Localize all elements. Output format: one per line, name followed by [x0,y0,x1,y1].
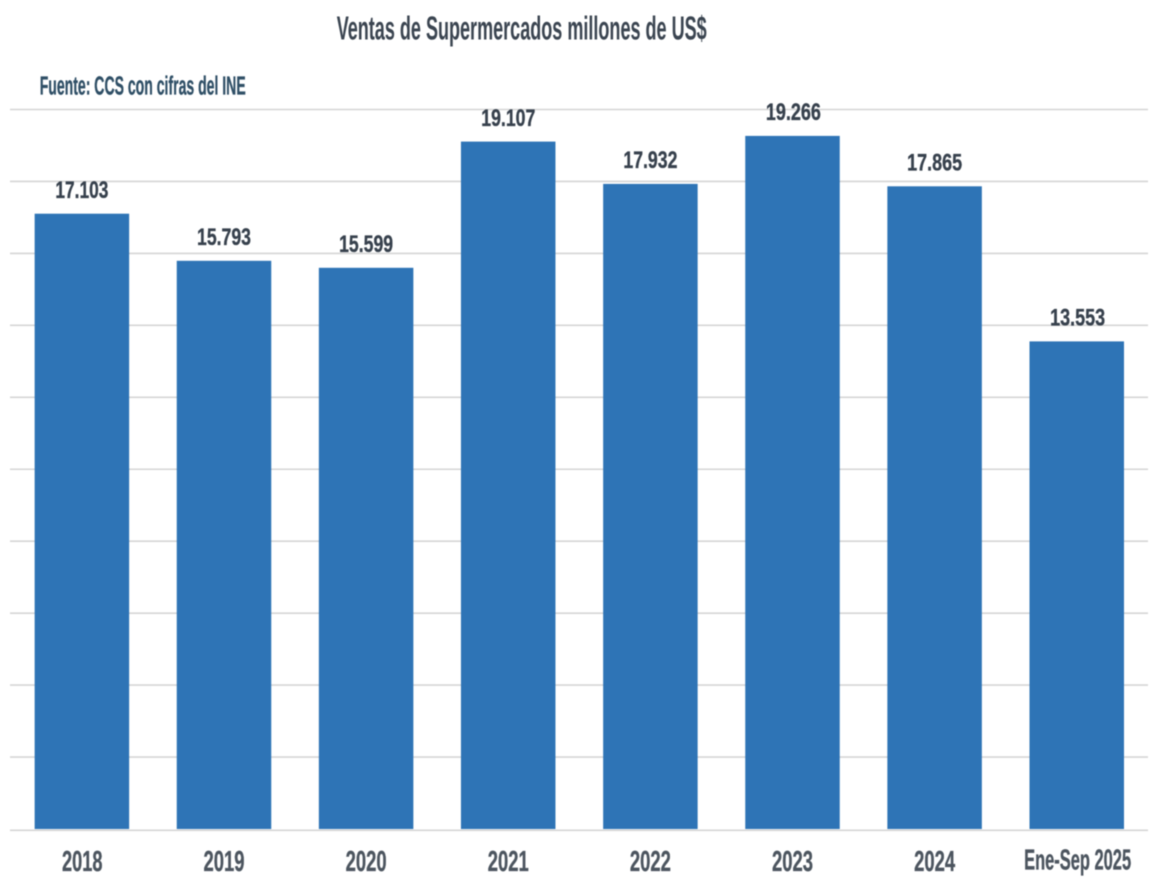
svg-text:2023: 2023 [772,846,813,878]
svg-text:2024: 2024 [914,846,955,878]
svg-text:15.599: 15.599 [339,231,393,258]
svg-text:19.266: 19.266 [766,99,821,126]
svg-text:2018: 2018 [62,846,103,878]
svg-text:17.103: 17.103 [55,177,108,204]
svg-text:Ventas de Supermercados millon: Ventas de Supermercados millones de US$ [337,9,707,46]
svg-text:15.793: 15.793 [197,224,251,251]
svg-text:19.107: 19.107 [481,105,535,132]
svg-text:Ene-Sep 2025: Ene-Sep 2025 [1024,845,1131,877]
svg-text:2021: 2021 [488,846,529,878]
svg-text:13.553: 13.553 [1050,305,1105,332]
svg-text:Fuente: CCS con cifras del INE: Fuente: CCS con cifras del INE [40,71,246,101]
svg-text:17.865: 17.865 [907,150,962,177]
svg-text:2019: 2019 [204,846,245,878]
svg-text:2020: 2020 [346,846,387,878]
svg-text:2022: 2022 [630,846,671,878]
svg-text:17.932: 17.932 [623,147,677,174]
